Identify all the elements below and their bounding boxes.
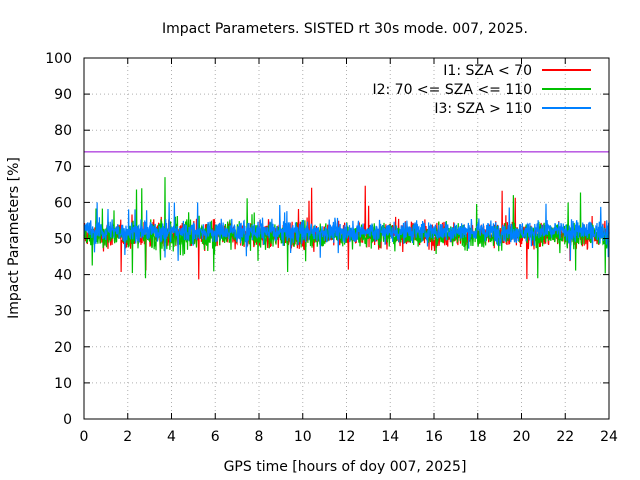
legend-label: I2: 70 <= SZA <= 110 [372,82,532,98]
series-layer [83,177,610,280]
x-tick-label: 8 [255,429,264,445]
y-axis-label: Impact Parameters [%] [6,157,22,319]
x-tick-label: 0 [80,429,89,445]
series-line [83,202,610,261]
x-axis-label: GPS time [hours of doy 007, 2025] [224,459,467,475]
y-tick-label: 20 [54,340,72,356]
y-tick-label: 100 [45,51,72,67]
x-tick-label: 24 [600,429,618,445]
x-tick-label: 10 [294,429,312,445]
y-tick-label: 40 [54,268,72,284]
ticks: 0 2 4 6 8 10 12 14 16 18 20 22 240102030405060708090… [45,51,618,445]
y-tick-label: 60 [54,195,72,211]
legend-label: I3: SZA > 110 [434,101,532,117]
y-tick-label: 30 [54,304,72,320]
x-tick-label: 16 [425,429,443,445]
y-tick-label: 50 [54,232,72,248]
y-tick-label: 90 [54,87,72,103]
y-tick-label: 10 [54,376,72,392]
y-tick-label: 0 [63,412,72,428]
x-tick-label: 14 [381,429,399,445]
x-tick-label: 2 [123,429,132,445]
x-tick-label: 18 [469,429,487,445]
x-tick-label: 6 [211,429,220,445]
x-tick-label: 20 [513,429,531,445]
x-tick-label: 4 [167,429,176,445]
legend-label: I1: SZA < 70 [443,63,532,79]
chart-title: Impact Parameters. SISTED rt 30s mode. 0… [162,21,528,37]
y-tick-label: 70 [54,159,72,175]
y-tick-label: 80 [54,123,72,139]
legend: I1: SZA < 70 I2: 70 <= SZA <= 110 I3: SZA … [372,63,591,117]
x-tick-label: 12 [338,429,356,445]
x-tick-label: 22 [556,429,574,445]
